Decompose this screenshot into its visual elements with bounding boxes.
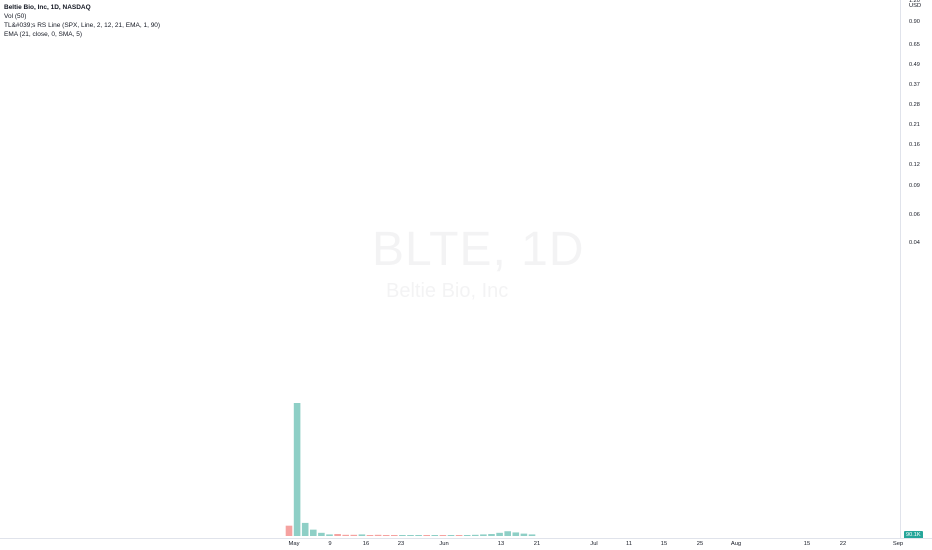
time-axis-label: 11 [625, 541, 633, 547]
volume-bar [301, 522, 309, 536]
volume-bar [366, 535, 374, 536]
volume-bar [415, 535, 422, 536]
volume-bar [285, 525, 293, 536]
symbol-watermark: BLTE, 1D [372, 223, 585, 276]
time-axis-label: Sep [892, 541, 904, 547]
time-axis-label: Jul [590, 541, 598, 547]
volume-bar [528, 534, 536, 536]
volume-bar [334, 534, 341, 536]
time-axis-label: 15 [660, 541, 668, 547]
volume-bar [382, 535, 390, 536]
volume-bar [512, 532, 520, 536]
volume-bar [310, 529, 317, 536]
volume-bar [423, 535, 430, 536]
volume-value-tag: 90.1K [904, 531, 923, 539]
price-axis-label: 0.65 [909, 41, 920, 48]
price-axis-label: 0.04 [909, 240, 920, 247]
volume-bar [342, 534, 349, 536]
time-axis-label: 16 [362, 541, 370, 547]
currency-label[interactable]: USD [909, 3, 922, 9]
volume-bar [431, 535, 439, 536]
time-axis-label: Aug [730, 541, 742, 547]
time-axis-label: 21 [533, 541, 541, 547]
price-axis-label: 0.37 [909, 81, 920, 88]
volume-bar [504, 531, 511, 536]
volume-bar [520, 533, 528, 536]
volume-bar [407, 535, 414, 536]
time-axis-label: 13 [497, 541, 505, 547]
volume-bar [293, 403, 301, 536]
price-axis[interactable]: USD 1000.00750.00570.00430.00330.00250.0… [900, 0, 932, 539]
volume-bar [472, 534, 479, 536]
price-axis-label: 0.16 [909, 141, 920, 148]
time-axis-label: Jun [439, 541, 449, 547]
company-name-watermark: Beltie Bio, Inc [386, 280, 509, 302]
volume-bar [326, 534, 333, 536]
time-axis[interactable]: May 9 16 23 Jun 13 21 Jul 11 15 25 Aug 15 22 Sep [0, 538, 932, 550]
volume-bar [455, 535, 463, 536]
chart-legend: Beltie Bio, Inc, 1D, NASDAQ Vol (50) TL&… [4, 3, 160, 39]
rs-line-indicator-label[interactable]: TL&#039;s RS Line (SPX, Line, 2, 12, 21,… [4, 22, 161, 29]
time-axis-label: 22 [839, 541, 847, 547]
axis-settings-corner[interactable] [900, 538, 932, 550]
time-axis-label: 23 [397, 541, 405, 547]
volume-bar [496, 532, 503, 536]
price-axis-label: 0.21 [909, 122, 920, 129]
volume-bar [439, 535, 447, 536]
volume-bar [399, 535, 406, 536]
volume-indicator-label[interactable]: Vol (50) [4, 13, 27, 20]
symbol-title[interactable]: Beltie Bio, Inc, 1D, NASDAQ [4, 4, 91, 11]
chart-pane[interactable]: BLTE, 1D Beltie Bio, Inc [0, 0, 900, 538]
volume-bar [318, 532, 325, 536]
volume-bar [480, 534, 487, 536]
price-axis-label: 0.12 [909, 162, 920, 169]
volume-bar [391, 535, 398, 536]
price-axis-label: 0.06 [909, 211, 920, 218]
price-axis-label: 0.90 [909, 18, 920, 25]
time-axis-label: 9 [328, 541, 332, 547]
price-axis-label: 0.09 [909, 182, 920, 189]
price-axis-label: 0.49 [909, 61, 920, 68]
time-axis-label: May [288, 541, 300, 547]
ema-indicator-label[interactable]: EMA (21, close, 0, SMA, 5) [4, 31, 83, 38]
volume-bar [358, 534, 366, 536]
volume-bar [447, 535, 455, 536]
volume-bar [488, 534, 495, 536]
price-axis-label: 1.20 [909, 0, 920, 5]
time-axis-label: 25 [696, 541, 704, 547]
volume-bar [374, 534, 382, 536]
price-chart[interactable] [0, 0, 900, 538]
time-axis-label: 15 [803, 541, 811, 547]
volume-bar [350, 534, 358, 536]
price-axis-label: 0.28 [909, 101, 920, 108]
volume-bar [463, 535, 471, 536]
